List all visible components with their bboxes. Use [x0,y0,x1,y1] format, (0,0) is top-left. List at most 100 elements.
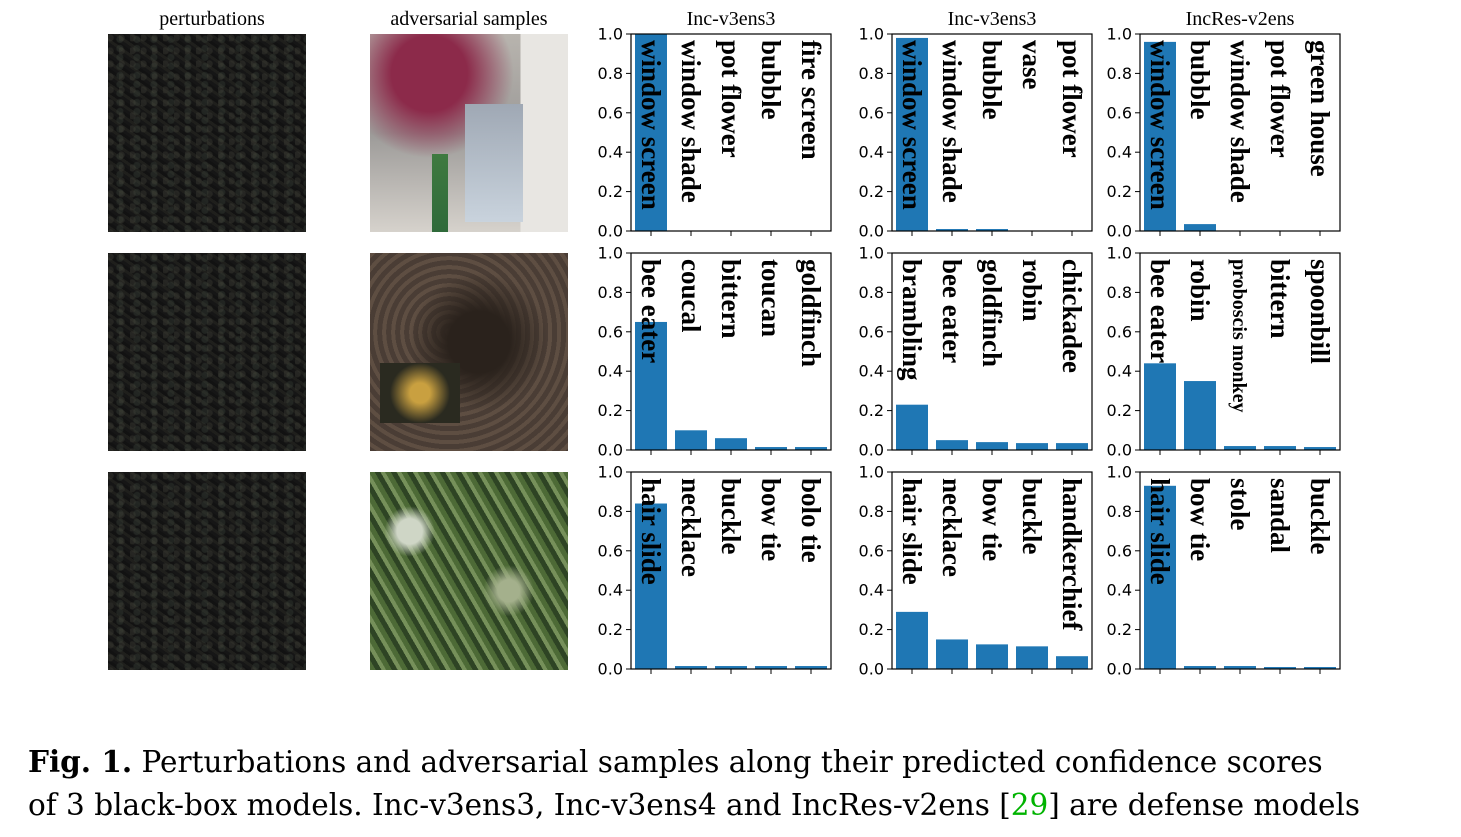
adversarial-sample-image [370,472,568,670]
caption-line-1: Fig. 1. Perturbations and adversarial sa… [28,740,1440,784]
bar [1184,381,1216,450]
chart-panel: 0.0 0.2 0.4 0.6 0.8 1.0 window screen window sh… [859,25,1093,241]
category-label: handkerchief [1057,478,1087,632]
bar [795,447,827,450]
category-label: vase [1017,40,1047,90]
category-label: pot flower [716,40,746,158]
category-label: coucal [676,259,706,333]
adversarial-samples-title: adversarial samples [390,8,548,30]
axes-frame [891,471,1093,670]
y-tick-label: 1.0 [1107,244,1132,263]
y-tick-label: 0.8 [859,64,884,83]
category-label: toucan [756,259,786,337]
y-tick-label: 0.8 [859,502,884,521]
bar [1184,666,1216,669]
axes-frame [891,252,1093,451]
caption-text-2a: of 3 black-box models. Inc-v3ens3, Inc-v… [28,788,1011,822]
y-tick-label: 0.4 [859,362,884,381]
bar [1016,443,1048,450]
y-tick-label: 0.0 [598,222,623,241]
category-label: hair slide [636,478,666,585]
category-label: brambling [897,259,927,381]
axes-frame [630,471,832,670]
perturbation-image [108,472,306,670]
bar [936,639,968,669]
category-label: goldfinch [796,259,826,367]
bar [1304,667,1336,669]
chart-panel: 0.0 0.2 0.4 0.6 0.8 1.0 brambling bee eater gold… [859,244,1093,460]
category-label: pot flower [1057,40,1087,158]
chart-panel: 0.0 0.2 0.4 0.6 0.8 1.0 bee eater robin probosci… [1107,244,1341,460]
y-tick-label: 1.0 [1107,463,1132,482]
bar [896,404,928,450]
y-tick-label: 1.0 [598,25,623,44]
bar [715,438,747,450]
chart-panel: 0.0 0.2 0.4 0.6 0.8 1.0 window screen bubble win… [1107,25,1341,241]
category-label: bubble [1185,40,1215,120]
y-tick-label: 0.8 [598,502,623,521]
y-tick-label: 0.2 [1107,620,1132,639]
category-label: pot flower [1265,40,1295,158]
bar [1184,224,1216,231]
bar [1144,485,1176,669]
category-label: bow tie [977,478,1007,561]
bar [936,229,968,231]
category-label: bee eater [937,259,967,363]
chart-panel: 0.0 0.2 0.4 0.6 0.8 1.0 hair slide bow tie stole… [1107,463,1341,679]
y-tick-label: 0.6 [859,541,884,560]
y-tick-label: 0.6 [598,322,623,341]
bar [1144,363,1176,450]
y-tick-label: 0.4 [598,581,623,600]
category-label: buckle [1305,478,1335,555]
bar [1144,41,1176,231]
category-label: hair slide [1145,478,1175,585]
category-label: proboscis monkey [1228,259,1250,413]
category-label: buckle [716,478,746,555]
y-tick-label: 0.0 [1107,441,1132,460]
perturbations-title: perturbations [159,8,265,30]
chart-panel: 0.0 0.2 0.4 0.6 0.8 1.0 window screen window sh… [598,25,832,241]
category-label: bee eater [1145,259,1175,363]
y-tick-label: 0.8 [598,64,623,83]
y-tick-label: 0.6 [859,103,884,122]
axes-frame [1139,33,1341,232]
axes-frame [630,252,832,451]
category-label: bow tie [1185,478,1215,561]
category-label: green house [1305,40,1335,177]
category-label: window shade [937,40,967,203]
bar [1016,646,1048,669]
category-label: chickadee [1057,259,1087,373]
category-label: window screen [636,40,666,210]
bar [675,430,707,450]
y-tick-label: 0.4 [1107,581,1132,600]
y-tick-label: 0.8 [1107,502,1132,521]
y-tick-label: 0.2 [859,182,884,201]
y-tick-label: 0.4 [1107,143,1132,162]
y-tick-label: 0.2 [598,620,623,639]
adversarial-sample-image [370,253,568,451]
caption-line-2: of 3 black-box models. Inc-v3ens3, Inc-v… [28,784,1440,827]
axes-frame [1139,252,1341,451]
bar [755,447,787,450]
bar [1056,443,1088,450]
model-title-2: Inc-v3ens3 [947,8,1037,30]
category-label: bolo tie [796,478,826,563]
y-tick-label: 1.0 [859,25,884,44]
category-label: window shade [1225,40,1255,203]
bar [976,442,1008,450]
bar [1264,667,1296,669]
y-tick-label: 0.8 [598,283,623,302]
y-tick-label: 0.0 [859,660,884,679]
y-tick-label: 0.0 [598,660,623,679]
citation-link[interactable]: 29 [1010,788,1049,822]
category-label: spoonbill [1305,259,1335,365]
figure-caption: Fig. 1. Perturbations and adversarial sa… [28,740,1440,827]
bar [1224,446,1256,450]
model-title-1: Inc-v3ens3 [686,8,776,30]
y-tick-label: 0.2 [1107,182,1132,201]
perturbation-image [108,253,306,451]
bar [896,611,928,669]
figure-label: Fig. 1. [28,744,133,779]
y-tick-label: 0.2 [598,182,623,201]
y-tick-label: 0.0 [859,441,884,460]
